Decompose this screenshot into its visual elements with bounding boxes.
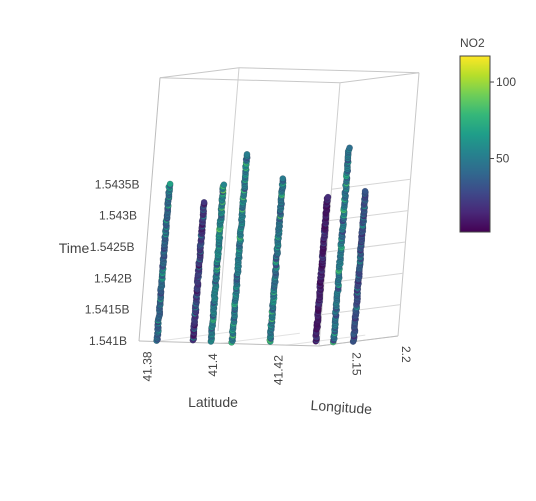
colorbar-tick-label: 100: [496, 75, 516, 89]
colorbar-gradient: [459, 55, 491, 233]
latitude-axis-title: Latitude: [188, 394, 238, 410]
data-column: [207, 181, 228, 345]
data-column: [153, 180, 174, 345]
data-column: [228, 150, 251, 346]
colorbar: NO2 50 100: [459, 36, 516, 233]
latitude-tick-label: 41.4: [206, 353, 220, 377]
data-point: [361, 187, 369, 195]
box-edge: [339, 72, 420, 84]
data-column: [329, 144, 353, 346]
data-point: [220, 181, 228, 189]
time-tick-label: 1.5415B: [85, 303, 130, 317]
box-edge: [397, 72, 420, 337]
data-point: [166, 180, 174, 188]
box-edge: [238, 67, 420, 74]
time-tick-label: 1.5435B: [95, 177, 140, 191]
data-point: [200, 198, 208, 206]
time-tick-label: 1.541B: [89, 334, 127, 348]
longitude-tick-label: 2.2: [399, 346, 413, 363]
longitude-tick-label: 2.15: [350, 352, 364, 376]
data-column: [312, 193, 332, 345]
data-point: [346, 144, 353, 152]
box-edge: [159, 77, 341, 84]
data-point: [324, 193, 332, 201]
colorbar-ticks: 50 100: [490, 75, 516, 166]
data-point: [279, 175, 287, 182]
box-edge: [159, 67, 240, 79]
data-columns: [153, 144, 369, 346]
longitude-axis-title: Longitude: [310, 397, 373, 417]
data-column: [189, 198, 208, 344]
tick-labels: 1.541B 1.5415B 1.542B 1.5425B 1.543B 1.5435B 4…: [85, 177, 413, 385]
time-tick-label: 1.542B: [94, 271, 132, 285]
latitude-tick-label: 41.42: [271, 355, 285, 385]
data-column: [349, 187, 369, 345]
time-tick-label: 1.543B: [99, 209, 137, 223]
data-column: [266, 175, 287, 345]
latitude-tick-label: 41.38: [140, 351, 154, 381]
data-point: [243, 150, 251, 158]
box-edge: [138, 77, 161, 342]
colorbar-title: NO2: [460, 36, 485, 50]
time-axis-title: Time: [59, 240, 90, 256]
box-edge: [217, 67, 240, 332]
colorbar-tick-label: 50: [496, 152, 510, 166]
time-tick-label: 1.5425B: [90, 240, 135, 254]
